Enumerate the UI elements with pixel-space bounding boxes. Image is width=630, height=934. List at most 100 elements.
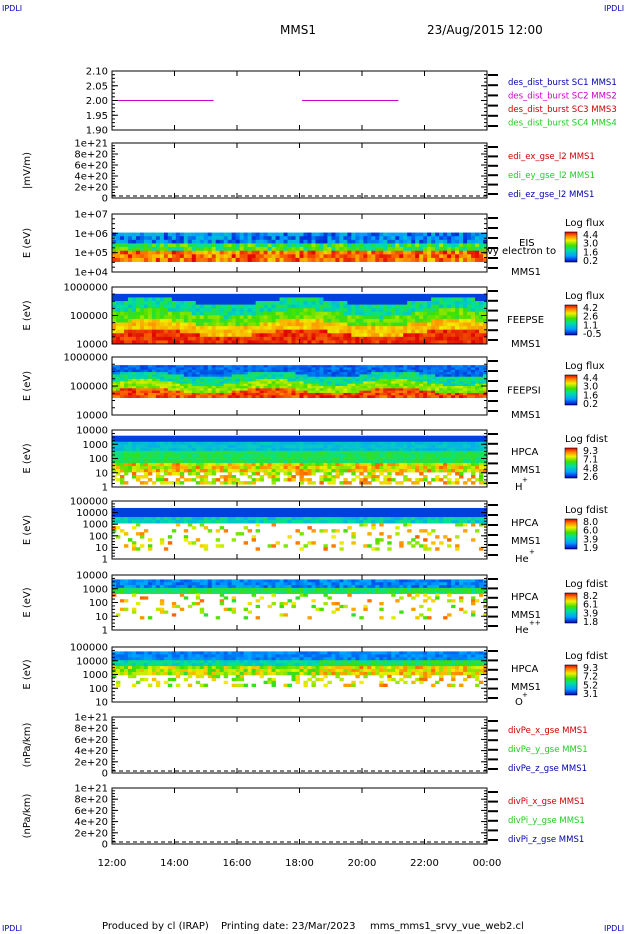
spectrogram-cell	[447, 232, 452, 237]
spectrogram-cell	[307, 390, 312, 394]
spectrogram-cell	[467, 386, 472, 389]
spectrogram-cell	[363, 315, 368, 320]
spectrogram-cell	[231, 386, 237, 389]
spectrogram-cell	[159, 301, 165, 305]
spectrogram-cell	[135, 386, 141, 389]
spectrogram-cell	[351, 395, 356, 398]
spectrogram-cell	[131, 450, 137, 455]
spectrogram-cell	[307, 254, 312, 259]
spectrogram-cell	[271, 243, 276, 248]
spectrogram-cell	[467, 254, 472, 259]
spectrogram-cell	[339, 304, 344, 309]
spectrogram-cell	[247, 232, 253, 237]
spectrogram-cell	[375, 376, 380, 380]
spectrogram-cell	[239, 333, 245, 338]
spectrogram-cell	[295, 297, 300, 302]
spectrogram-cell	[155, 243, 161, 248]
spectrogram-cell	[287, 232, 292, 237]
spectrogram-cell	[159, 369, 165, 373]
spectrogram-cell	[335, 232, 340, 237]
spectrogram-cell	[271, 438, 276, 443]
spectrogram-cell	[383, 333, 388, 338]
spectrogram-cell	[159, 304, 165, 309]
spectrogram-cell	[279, 340, 284, 345]
spectrogram-cell	[167, 333, 173, 338]
spectrogram-cell	[187, 232, 193, 237]
spectrogram-cell	[151, 435, 157, 440]
spectrogram-cell	[163, 318, 169, 323]
spectrogram-cell	[423, 293, 428, 298]
spectrogram-cell	[343, 478, 348, 482]
spectrogram-cell	[331, 333, 336, 338]
spectrogram-cell	[383, 297, 388, 302]
spectrogram-cell	[395, 453, 400, 458]
spectrogram-cell	[379, 444, 384, 449]
spectrogram-cell	[283, 441, 288, 446]
spectrogram-cell	[263, 365, 268, 368]
spectrogram-cell	[235, 379, 241, 382]
spectrogram-cell	[431, 365, 436, 368]
spectrogram-cell	[447, 462, 452, 467]
spectrogram-cell	[483, 383, 488, 387]
spectrogram-cell	[327, 257, 332, 262]
spectrogram-cell	[287, 236, 292, 241]
spectrogram-cell	[259, 322, 264, 327]
colorbar-tick-label: 3.0	[583, 382, 598, 393]
spectrogram-cell	[251, 472, 257, 476]
spectrogram-cell	[127, 322, 133, 327]
spectrogram-cell	[343, 465, 348, 470]
spectrogram-cell	[463, 444, 468, 449]
spectrogram-cell	[215, 372, 221, 375]
spectrogram-cell	[407, 367, 412, 371]
spectrogram-cell	[383, 304, 388, 309]
spectrogram-cell	[375, 311, 380, 316]
spectrogram-cell	[435, 374, 440, 378]
spectrogram-cell	[112, 297, 117, 302]
spectrogram-cell	[439, 383, 444, 387]
spectrogram-cell	[143, 333, 149, 338]
spectrogram-cell	[383, 435, 388, 440]
spectrogram-cell	[295, 254, 300, 259]
spectrogram-cell	[399, 386, 404, 389]
spectrogram-cell	[439, 301, 444, 305]
spectrogram-cell	[419, 308, 424, 313]
spectrogram-cell	[311, 293, 316, 298]
spectrogram-cell	[375, 257, 380, 262]
spectrogram-cell	[219, 456, 225, 461]
spectrogram-cell	[147, 329, 153, 334]
spectrogram-cell	[163, 481, 169, 485]
spectrogram-cell	[175, 383, 181, 387]
spectrogram-cell	[159, 232, 165, 237]
spectrogram-cell	[427, 301, 432, 305]
spectrogram-cell	[215, 444, 221, 449]
spectrogram-cell	[271, 308, 276, 313]
spectrogram-cell	[359, 453, 364, 458]
spectrogram-cell	[255, 447, 261, 452]
spectrogram-cell	[439, 386, 444, 389]
spectrogram-cell	[175, 257, 181, 262]
spectrogram-cell	[211, 318, 217, 323]
spectrogram-cell	[207, 469, 213, 473]
spectrogram-cell	[367, 365, 372, 368]
spectrogram-cell	[387, 326, 392, 331]
spectrogram-cell	[259, 367, 264, 371]
spectrogram-cell	[411, 441, 416, 446]
spectrogram-cell	[203, 293, 209, 298]
spectrogram-cell	[395, 459, 400, 464]
spectrogram-cell	[315, 311, 320, 316]
spectrogram-cell	[131, 315, 137, 320]
spectrogram-cell	[139, 329, 145, 334]
spectrogram-cell	[287, 383, 292, 387]
spectrogram-cell	[259, 243, 264, 248]
spectrogram-cell	[215, 376, 221, 380]
spectrogram-cell	[303, 478, 308, 482]
spectrogram-cell	[259, 326, 264, 331]
spectrogram-cell	[323, 340, 328, 345]
spectrogram-cell	[147, 386, 153, 389]
spectrogram-cell	[135, 336, 141, 341]
spectrogram-cell	[335, 383, 340, 387]
spectrogram-cell	[355, 475, 360, 479]
spectrogram-cell	[447, 386, 452, 389]
spectrogram-cell	[367, 481, 372, 485]
